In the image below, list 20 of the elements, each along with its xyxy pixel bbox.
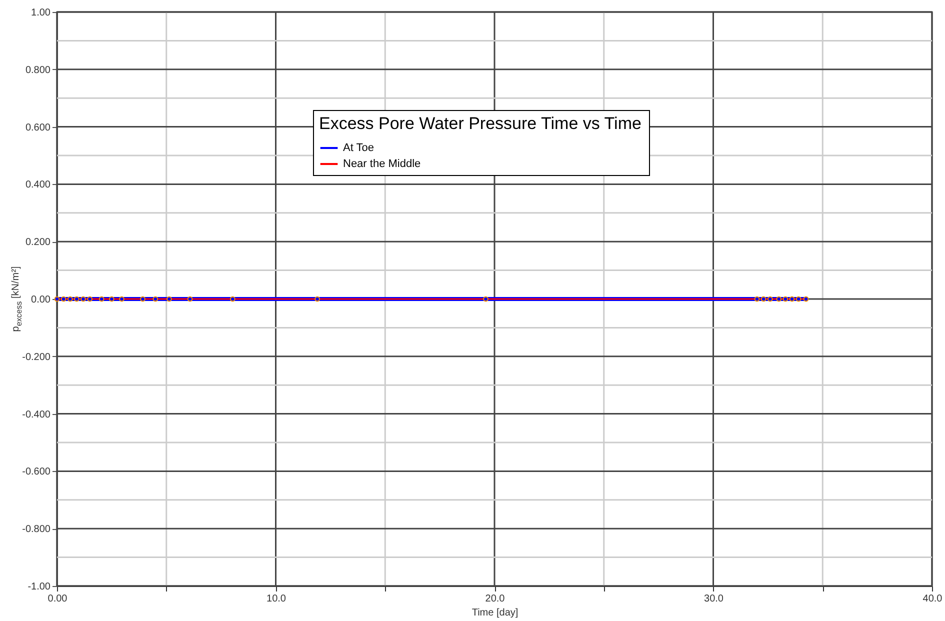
y-tick-label: -1.00 [28, 582, 51, 592]
legend-label: At Toe [343, 142, 374, 154]
y-tick-label: -0.600 [22, 466, 51, 478]
x-axis-title: Time [day] [472, 608, 518, 618]
x-tick-label: 0.00 [48, 594, 68, 604]
x-tick-label: 10.0 [266, 594, 286, 604]
y-tick-label: 0.200 [25, 237, 51, 248]
y-tick-label: -0.400 [22, 409, 51, 420]
legend-label: Near the Middle [343, 158, 421, 170]
y-tick-label: -0.200 [22, 352, 51, 363]
y-tick-label: 0.00 [31, 294, 51, 306]
legend-title: Excess Pore Water Pressure Time vs Time [319, 114, 642, 133]
y-tick-label: 0.800 [25, 64, 51, 76]
y-tick-label: 1.00 [31, 8, 51, 18]
x-tick-label: 30.0 [704, 594, 724, 604]
x-tick-label: 20.0 [485, 594, 506, 604]
y-tick-label: -0.800 [22, 524, 51, 536]
y-tick-label: 0.400 [25, 180, 51, 191]
x-tick-label: 40.0 [922, 594, 943, 604]
y-tick-label: 0.600 [25, 122, 51, 134]
